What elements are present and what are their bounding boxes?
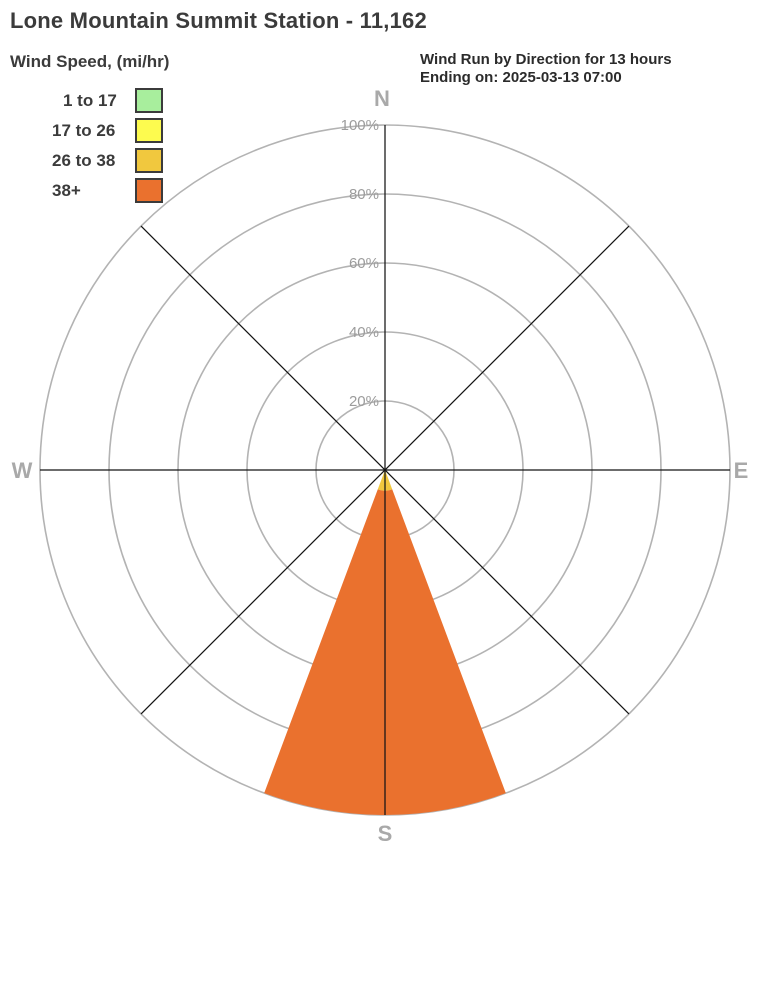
legend-title: Wind Speed, (mi/hr)	[10, 52, 170, 71]
compass-label-w: W	[12, 458, 33, 483]
legend-label: 1 to 17	[63, 90, 117, 110]
legend-label: 17 to 26	[52, 120, 116, 140]
legend-label: 26 to 38	[52, 150, 116, 170]
wind-speed-legend: 1 to 17 17 to 26 26 to 38 38+	[52, 88, 163, 208]
spoke-line	[140, 225, 630, 715]
compass-label-e: E	[734, 458, 749, 483]
radial-tick-label: 100%	[341, 117, 379, 134]
chart-header-line1: Wind Run by Direction for 13 hours	[420, 51, 672, 68]
chart-header-line2: Ending on: 2025-03-13 07:00	[420, 69, 622, 86]
compass-label-s: S	[378, 821, 393, 846]
legend-swatch	[135, 178, 163, 203]
radial-tick-label: 20%	[349, 393, 379, 410]
radial-tick-label: 40%	[349, 324, 379, 341]
legend-row: 1 to 17	[52, 88, 163, 113]
compass-label-n: N	[374, 86, 390, 111]
chart-header: Wind Run by Direction for 13 hours Endin…	[420, 51, 760, 87]
legend-row: 38+	[52, 178, 163, 203]
page-title: Lone Mountain Summit Station - 11,162	[10, 8, 427, 33]
legend-row: 17 to 26	[52, 118, 163, 143]
legend-row: 26 to 38	[52, 148, 163, 173]
legend-label: 38+	[52, 180, 81, 200]
legend-swatch	[135, 118, 163, 143]
legend-swatch	[135, 88, 163, 113]
legend-swatch	[135, 148, 163, 173]
radial-tick-label: 60%	[349, 255, 379, 272]
radial-tick-label: 80%	[349, 186, 379, 203]
